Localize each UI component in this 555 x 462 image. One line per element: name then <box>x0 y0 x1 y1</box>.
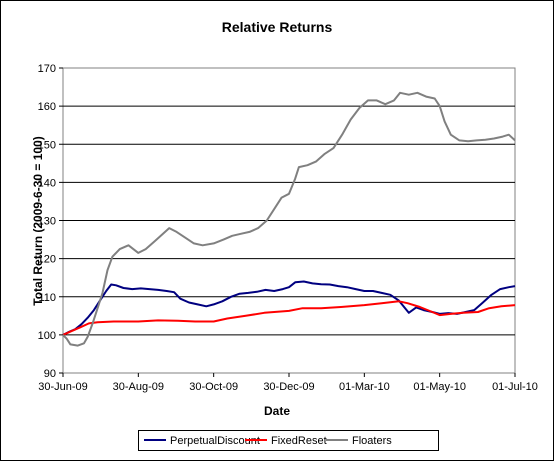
x-tick-label-6: 01-Jul-10 <box>492 381 538 393</box>
x-tick-label-4: 01-Mar-10 <box>339 381 390 393</box>
x-axis-ticks: 30-Jun-09 30-Aug-09 30-Oct-09 30-Dec-09 01-M… <box>38 373 538 393</box>
y-tick-label-130: 130 <box>38 216 56 228</box>
x-tick-label-1: 30-Aug-09 <box>113 381 164 393</box>
legend-box <box>138 430 439 451</box>
y-tick-label-120: 120 <box>38 254 56 266</box>
series-line-Floaters <box>62 91 516 347</box>
y-tick-label-160: 160 <box>38 101 56 113</box>
y-tick-label-100: 100 <box>38 330 56 342</box>
y-axis-title: Total Return (2009-6-30 = 100) <box>31 136 45 306</box>
legend-label-Floaters: Floaters <box>352 435 392 447</box>
legend-label-FixedReset: FixedReset <box>271 435 327 447</box>
y-tick-label-140: 140 <box>38 177 56 189</box>
legend-label-PerpetualDiscount: PerpetualDiscount <box>170 435 260 447</box>
legend: PerpetualDiscount FixedReset Floaters <box>144 435 392 447</box>
chart-title: Relative Returns <box>222 19 333 35</box>
series-line-FixedReset <box>62 300 516 336</box>
x-tick-label-5: 01-May-10 <box>413 381 466 393</box>
y-tick-label-90: 90 <box>44 368 56 380</box>
y-tick-label-110: 110 <box>38 292 56 304</box>
x-axis-title: Date <box>264 404 290 418</box>
x-tick-label-2: 30-Oct-09 <box>189 381 238 393</box>
series-lines <box>62 91 516 347</box>
grid-lines <box>63 105 515 336</box>
y-axis-ticks: 90 100 110 120 130 140 150 160 170 <box>38 63 63 380</box>
y-tick-label-150: 150 <box>38 139 56 151</box>
y-tick-label-170: 170 <box>38 63 56 75</box>
x-tick-label-3: 30-Dec-09 <box>263 381 314 393</box>
x-tick-label-0: 30-Jun-09 <box>38 381 88 393</box>
